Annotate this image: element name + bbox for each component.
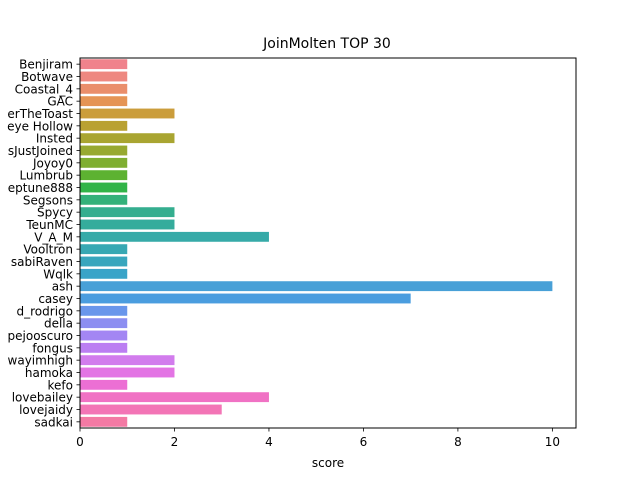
bar-1: [80, 71, 128, 82]
bar-24: [80, 355, 175, 366]
y-tick-label: lovejaidy: [19, 403, 73, 417]
y-tick-label: sJustJoined: [8, 144, 73, 158]
bars-group: [80, 59, 553, 427]
chart-title: JoinMolten TOP 30: [262, 36, 391, 52]
x-tick-label: 8: [454, 435, 462, 449]
y-tick-label: erTheToast: [7, 107, 73, 121]
bar-8: [80, 157, 128, 168]
y-tick-label: V_A_M: [34, 230, 73, 244]
y-tick-label: sadkai: [34, 415, 73, 429]
bar-12: [80, 207, 175, 218]
y-tick-label: della: [44, 317, 73, 331]
bar-5: [80, 120, 128, 131]
y-tick-label: pejooscuro: [8, 329, 73, 343]
y-tick-label: Coastal_4: [15, 82, 73, 96]
bar-25: [80, 367, 175, 378]
bar-15: [80, 244, 128, 255]
y-tick-label: Spycy: [37, 206, 73, 220]
y-tick-label: eye Hollow: [7, 119, 73, 133]
y-tick-label: sabiRaven: [11, 255, 73, 269]
x-axis-ticks: 0 2 4 6 8 10: [76, 428, 560, 449]
y-tick-label: Vooltron: [23, 243, 73, 257]
y-tick-label: wayimhigh: [8, 354, 73, 368]
bar-14: [80, 231, 269, 242]
y-tick-label: Benjiram: [19, 58, 73, 72]
bar-10: [80, 182, 128, 193]
bar-4: [80, 108, 175, 119]
bar-2: [80, 83, 128, 94]
bar-13: [80, 219, 175, 230]
y-tick-label: hamoka: [25, 366, 73, 380]
y-axis-ticks: BenjiramBotwaveCoastal_4GACerTheToasteye…: [7, 58, 80, 429]
y-tick-label: d_rodrigo: [17, 304, 73, 318]
y-tick-label: Botwave: [21, 70, 73, 84]
bar-3: [80, 96, 128, 107]
x-axis-label: score: [312, 456, 344, 470]
x-tick-label: 4: [265, 435, 273, 449]
y-tick-label: kefo: [48, 378, 73, 392]
x-tick-label: 0: [76, 435, 84, 449]
bar-9: [80, 170, 128, 181]
y-tick-label: casey: [38, 292, 73, 306]
bar-26: [80, 379, 128, 390]
y-tick-label: Insted: [36, 132, 73, 146]
y-tick-label: lovebailey: [12, 391, 73, 405]
bar-17: [80, 268, 128, 279]
y-tick-label: Wqlk: [43, 267, 73, 281]
bar-27: [80, 392, 269, 403]
bar-28: [80, 404, 222, 415]
y-tick-label: eptune888: [8, 181, 73, 195]
x-tick-label: 2: [171, 435, 179, 449]
bar-11: [80, 194, 128, 205]
bar-22: [80, 330, 128, 341]
x-tick-label: 10: [545, 435, 560, 449]
bar-21: [80, 318, 128, 329]
bar-19: [80, 293, 411, 304]
bar-23: [80, 342, 128, 353]
bar-29: [80, 416, 128, 427]
bar-0: [80, 59, 128, 70]
y-tick-label: ash: [52, 280, 73, 294]
bar-16: [80, 256, 128, 267]
y-tick-label: Lumbrub: [19, 169, 73, 183]
bar-7: [80, 145, 128, 156]
y-tick-label: fongus: [32, 341, 73, 355]
y-tick-label: GAC: [47, 95, 73, 109]
x-tick-label: 6: [360, 435, 368, 449]
bar-20: [80, 305, 128, 316]
bar-18: [80, 281, 553, 292]
y-tick-label: Segsons: [23, 193, 73, 207]
y-tick-label: Joyoy0: [32, 156, 73, 170]
bar-6: [80, 133, 175, 144]
plot-frame: [79, 57, 577, 429]
y-tick-label: TeunMC: [25, 218, 73, 232]
